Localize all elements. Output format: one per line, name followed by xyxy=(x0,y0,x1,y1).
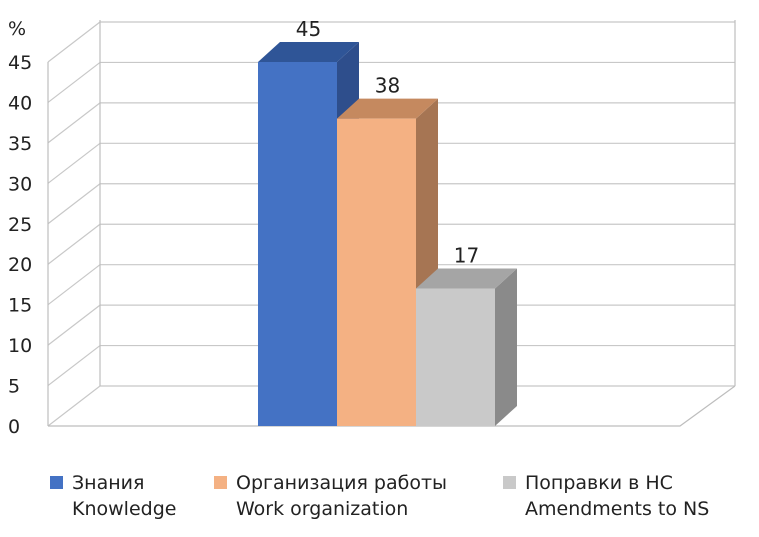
legend-item-amendments: Поправки в НС Amendments to NS xyxy=(503,470,709,522)
legend-item-knowledge: Знания Knowledge xyxy=(50,470,176,522)
y-tick-label: 10 xyxy=(8,335,32,357)
data-label: 38 xyxy=(375,74,400,98)
y-tick-label: 30 xyxy=(8,173,32,195)
legend-label-en: Knowledge xyxy=(72,498,177,520)
legend-swatch-work-organization xyxy=(214,476,227,489)
legend-swatch-knowledge xyxy=(50,476,63,489)
data-label: 17 xyxy=(454,243,479,267)
y-tick-label: 40 xyxy=(8,92,32,114)
y-axis: 0 5 10 15 20 25 30 35 40 45 xyxy=(8,52,32,438)
bar-2: 17 xyxy=(416,243,517,426)
bar-top-face xyxy=(416,268,517,289)
bars: 45 38 17 xyxy=(258,17,517,426)
gridline-side xyxy=(47,142,101,184)
gridline-side xyxy=(47,223,101,265)
gridline-side xyxy=(47,61,101,103)
legend-label-en: Work organization xyxy=(236,498,409,520)
y-tick-label: 35 xyxy=(8,133,32,155)
bar-top-face xyxy=(337,98,438,119)
data-label: 45 xyxy=(296,17,321,41)
bar-front-face xyxy=(337,118,416,426)
legend-label-ru: Поправки в НС xyxy=(525,472,673,494)
y-tick-label: 15 xyxy=(8,295,32,317)
gridline-side xyxy=(47,385,101,427)
legend: Знания Knowledge Организация работы Work… xyxy=(0,470,759,530)
gridline-side xyxy=(47,304,101,346)
gridline-side xyxy=(47,21,101,63)
bar-side-face xyxy=(495,268,517,426)
y-tick-label: 45 xyxy=(8,52,32,74)
legend-label-en: Amendments to NS xyxy=(525,498,710,520)
y-unit-label: % xyxy=(8,18,26,40)
gridline-side xyxy=(47,102,101,144)
legend-label-ru: Организация работы xyxy=(236,472,448,494)
legend-label-ru: Знания xyxy=(72,472,145,494)
gridline-side xyxy=(47,345,101,387)
legend-item-work-organization: Организация работы Work organization xyxy=(214,470,447,522)
legend-swatch-amendments xyxy=(503,476,516,489)
gridline-side xyxy=(47,264,101,306)
y-tick-label: 20 xyxy=(8,254,32,276)
bar-top-face xyxy=(258,42,359,62)
y-tick-label: 0 xyxy=(8,416,20,438)
bar-front-face xyxy=(258,62,337,426)
y-tick-label: 25 xyxy=(8,214,32,236)
y-tick-label: 5 xyxy=(8,376,20,398)
bar-1: 38 xyxy=(337,74,438,426)
bar-front-face xyxy=(416,288,495,426)
gridline-side xyxy=(47,183,101,225)
